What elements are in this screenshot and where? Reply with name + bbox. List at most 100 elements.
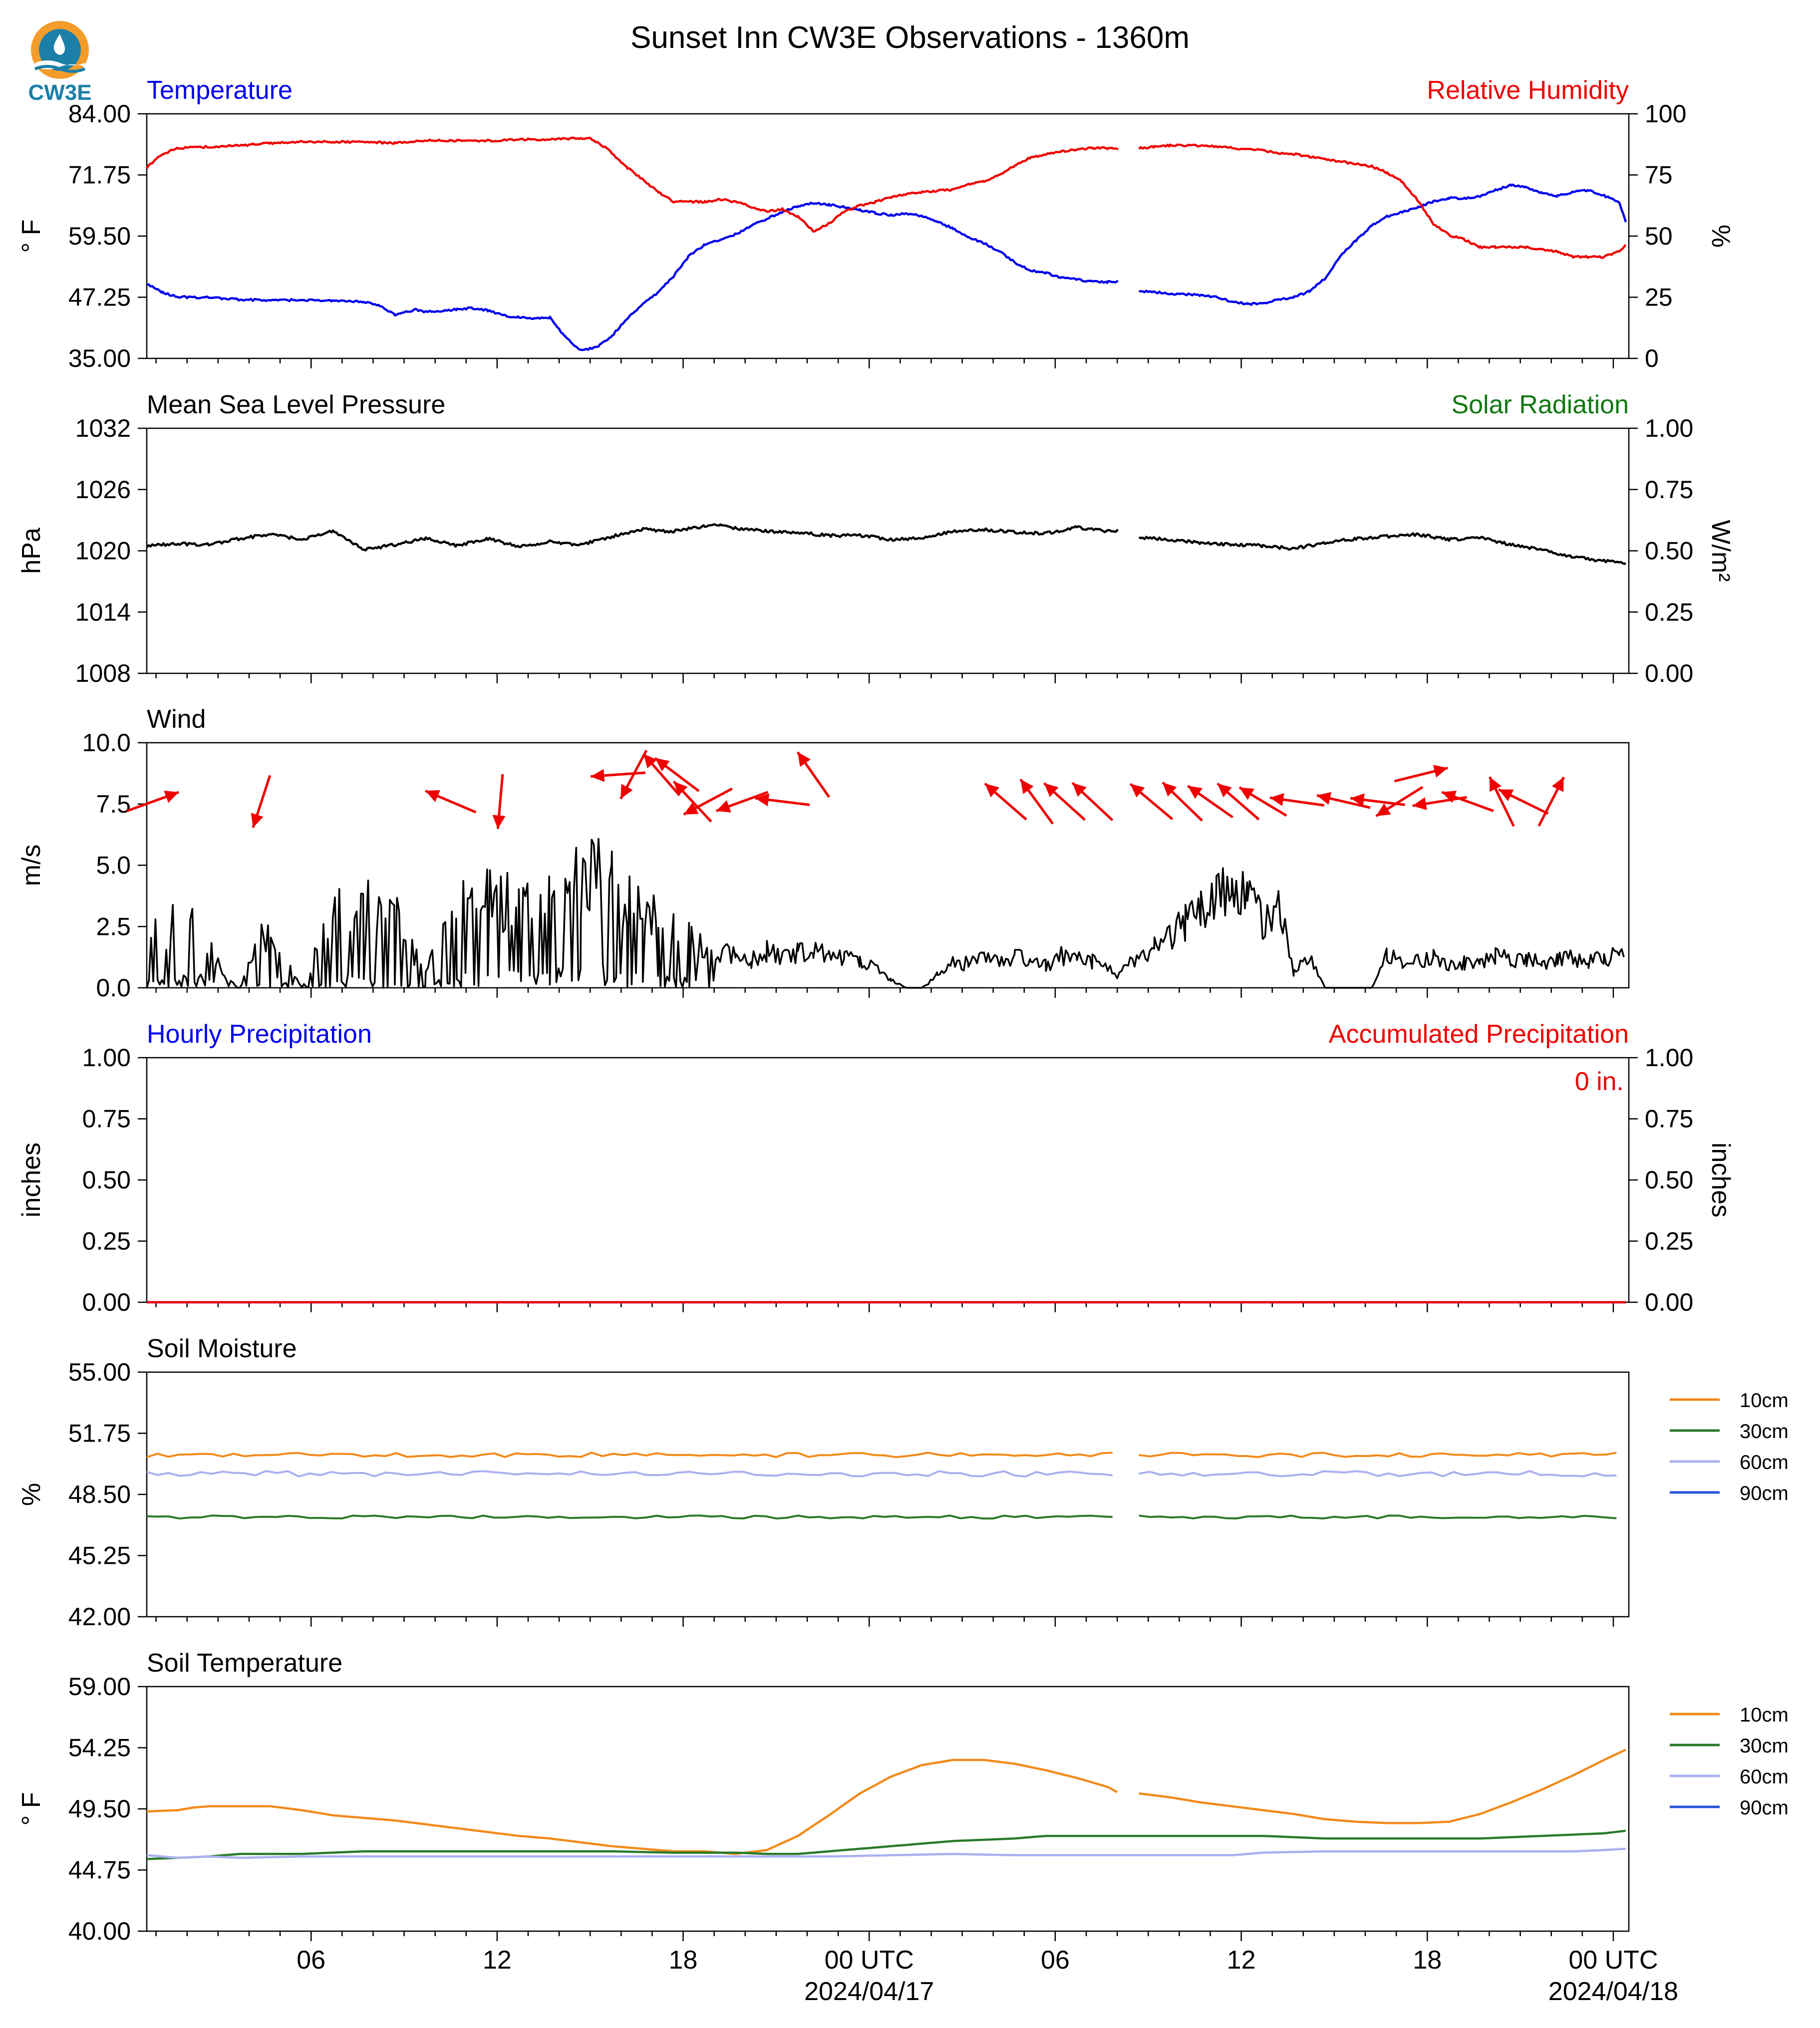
y-right-tick-label: 0.00 (1645, 1288, 1693, 1316)
y-tick-label: 2.5 (96, 912, 131, 940)
panel-frame (146, 1057, 1630, 1303)
y-tick-label: 0.0 (96, 974, 131, 1002)
wind-arrowhead (655, 758, 670, 772)
wind-arrowhead (1376, 803, 1391, 816)
wind-arrowhead (1217, 783, 1232, 798)
y-right-axis-label: W/m² (1706, 520, 1735, 581)
wind-arrowhead (591, 769, 605, 782)
y-tick-label: 71.75 (68, 161, 131, 189)
legend-label: 60cm (1740, 1451, 1789, 1473)
series-line-60cm (146, 1470, 1113, 1477)
y-right-tick-label: 1.00 (1645, 414, 1693, 442)
panel-frame (146, 113, 1630, 359)
panel-title-left: Hourly Precipitation (147, 1020, 372, 1049)
cw3e-logo: CW3E (25, 15, 95, 105)
y-tick-label: 47.25 (68, 284, 131, 311)
wind-arrowhead (1350, 793, 1365, 807)
y-right-tick-label: 0.75 (1645, 1105, 1693, 1133)
y-right-tick-label: 1.00 (1645, 1044, 1693, 1072)
y-tick-label: 59.00 (68, 1673, 131, 1701)
wind-arrowhead (683, 802, 699, 815)
x-date-label: 2024/04/17 (804, 1977, 934, 2006)
x-tick-label: 00 UTC (825, 1946, 914, 1975)
wind-arrowhead (1499, 789, 1514, 802)
y-tick-label: 54.25 (68, 1734, 131, 1762)
y-axis-label: % (17, 1483, 46, 1506)
wind-arrowhead (1412, 797, 1427, 811)
y-right-tick-label: 0.00 (1645, 659, 1693, 687)
y-right-tick-label: 75 (1645, 161, 1673, 189)
series-line-60cm (1139, 1470, 1617, 1477)
y-tick-label: 1008 (75, 659, 131, 687)
wind-arrowhead (1442, 791, 1457, 803)
series-line-temperature (146, 201, 1119, 351)
y-right-axis-label: inches (1706, 1143, 1735, 1217)
panel-title-right: Solar Radiation (1451, 390, 1629, 419)
y-tick-label: 0.75 (82, 1105, 131, 1133)
wind-arrowhead (1130, 784, 1145, 798)
series-line-60cm (146, 1847, 1626, 1859)
legend-label: 10cm (1740, 1704, 1789, 1726)
y-tick-label: 1014 (75, 598, 131, 626)
x-date-label: 2024/04/18 (1548, 1977, 1678, 2006)
series-line-meansealevelpressure (146, 523, 1119, 552)
wind-arrowhead (1188, 786, 1203, 799)
wind-arrowhead (673, 781, 688, 796)
wind-arrowhead (1020, 779, 1034, 794)
legend-label: 30cm (1740, 1421, 1789, 1443)
panel-title-right: Relative Humidity (1427, 76, 1629, 105)
y-tick-label: 48.50 (68, 1480, 131, 1508)
y-right-tick-label: 0 (1645, 344, 1659, 372)
y-tick-label: 0.25 (82, 1227, 131, 1255)
panel-title-left: Soil Moisture (147, 1334, 297, 1363)
wind-arrowhead (643, 754, 657, 769)
panel-title-right: Accumulated Precipitation (1329, 1020, 1629, 1049)
y-axis-label: m/s (17, 845, 46, 886)
wind-arrowhead (1317, 792, 1332, 805)
x-tick-label: 06 (297, 1946, 325, 1975)
x-tick-label: 18 (669, 1946, 698, 1975)
y-tick-label: 45.25 (68, 1542, 131, 1570)
series-line-30cm (1139, 1514, 1617, 1520)
y-axis-label: inches (17, 1143, 46, 1217)
y-tick-label: 49.50 (68, 1795, 131, 1823)
series-line-30cm (146, 1829, 1626, 1860)
wind-arrowhead (1239, 787, 1254, 800)
y-axis-label: ° F (17, 219, 46, 253)
legend-label: 60cm (1740, 1766, 1789, 1788)
y-tick-label: 40.00 (68, 1917, 131, 1945)
y-right-tick-label: 50 (1645, 222, 1673, 250)
series-line-10cm (146, 1451, 1113, 1458)
y-tick-label: 44.75 (68, 1856, 131, 1884)
y-right-tick-label: 0.50 (1645, 1166, 1693, 1194)
series-line-relativehumidity (146, 136, 1119, 233)
logo-icon: CW3E (28, 21, 92, 105)
wind-arrowhead (492, 815, 506, 829)
y-tick-label: 10.0 (82, 729, 131, 757)
series-line-10cm (146, 1758, 1118, 1855)
y-tick-label: 59.50 (68, 222, 131, 250)
series-line-temperature (1139, 183, 1627, 306)
y-axis-label: ° F (17, 1792, 46, 1825)
y-tick-label: 0.50 (82, 1166, 131, 1194)
x-tick-label: 12 (1227, 1946, 1256, 1975)
y-right-tick-label: 0.50 (1645, 537, 1693, 565)
wind-arrowhead (985, 783, 999, 798)
chart-title: Sunset Inn CW3E Observations - 1360m (630, 20, 1190, 55)
panel-title-left: Soil Temperature (147, 1649, 342, 1678)
y-tick-label: 1032 (75, 414, 131, 442)
y-right-tick-label: 0.25 (1645, 598, 1693, 626)
panel-title-left: Temperature (147, 76, 293, 105)
y-axis-label: hPa (17, 528, 46, 574)
wind-arrowhead (620, 784, 633, 799)
wind-arrowhead (755, 793, 770, 807)
legend-label: 90cm (1740, 1797, 1789, 1819)
panel-frame (146, 427, 1630, 674)
wind-arrowhead (797, 752, 811, 767)
legend-label: 10cm (1740, 1390, 1789, 1412)
y-tick-label: 51.75 (68, 1420, 131, 1448)
precip-total-annotation: 0 in. (1575, 1067, 1624, 1096)
y-tick-label: 42.00 (68, 1603, 131, 1631)
